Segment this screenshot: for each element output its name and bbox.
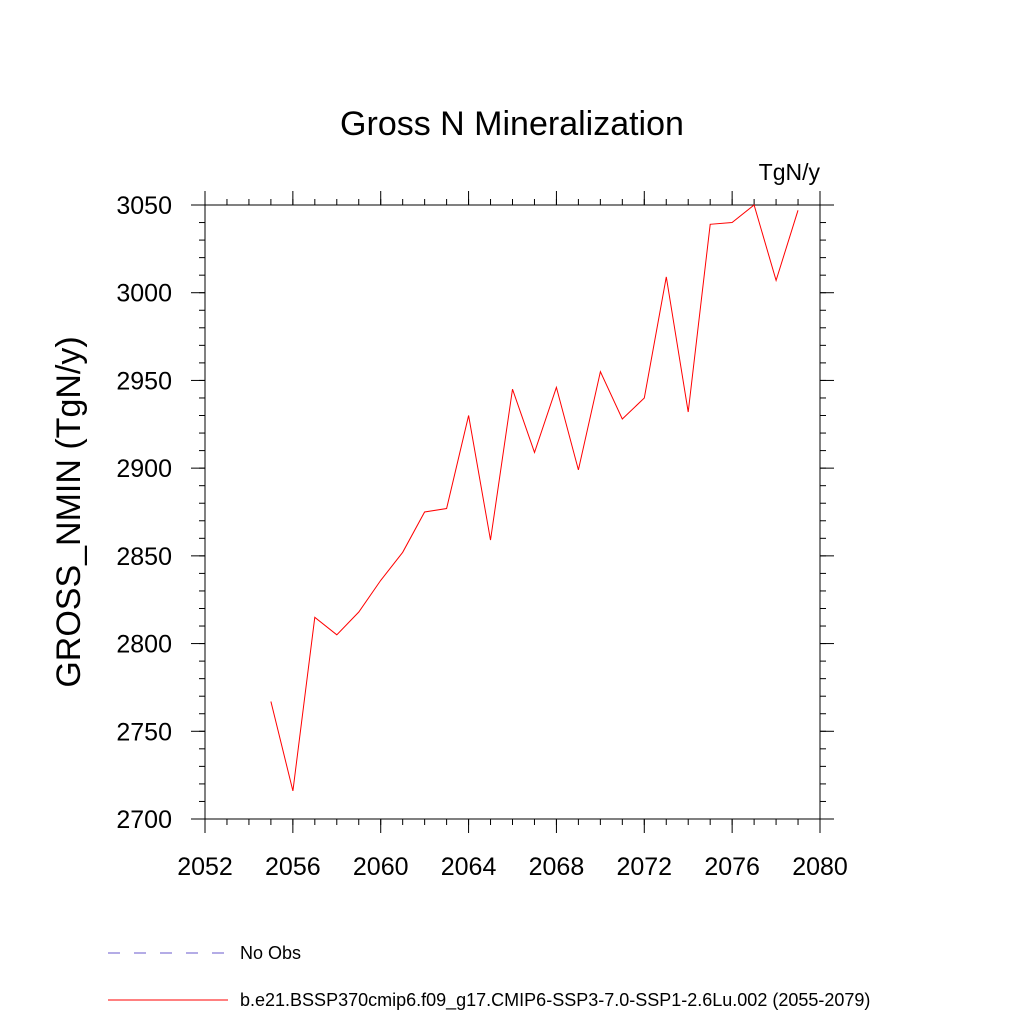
x-tick-label: 2052: [177, 853, 233, 881]
x-tick-label: 2072: [616, 853, 672, 881]
y-axis-label: GROSS_NMIN (TgN/y): [50, 336, 88, 687]
x-tick-label: 2064: [441, 853, 497, 881]
x-tick-label: 2056: [265, 853, 321, 881]
y-tick-label: 2700: [116, 806, 172, 834]
x-tick-label: 2076: [704, 853, 760, 881]
y-tick-label: 2950: [116, 367, 172, 395]
chart-title: Gross N Mineralization: [340, 105, 684, 143]
x-tick-label: 2060: [353, 853, 409, 881]
series-line: [270, 204, 799, 792]
x-tick-labels: 2052 2056 2060 2064 2068 2072 2076 2080: [177, 853, 848, 881]
y-tick-label: 3000: [116, 280, 172, 308]
x-tick-label: 2080: [792, 853, 848, 881]
legend: No Obs b.e21.BSSP370cmip6.f09_g17.CMIP6-…: [108, 943, 870, 1011]
y-tick-label: 2750: [116, 718, 172, 746]
x-tick-label: 2068: [529, 853, 585, 881]
series-layer: [270, 204, 799, 792]
y-tick-label: 3050: [116, 192, 172, 220]
y-tick-label: 2800: [116, 631, 172, 659]
units-label: TgN/y: [759, 159, 821, 185]
legend-label-model: b.e21.BSSP370cmip6.f09_g17.CMIP6-SSP3-7.…: [240, 990, 870, 1011]
y-tick-label: 2900: [116, 455, 172, 483]
y-tick-label: 2850: [116, 543, 172, 571]
major-ticks: [191, 191, 834, 833]
y-tick-labels: 2700 2750 2800 2850 2900 2950 3000 3050: [116, 192, 172, 834]
minor-ticks: [199, 199, 826, 825]
plot-frame: [204, 204, 821, 820]
legend-label-no-obs: No Obs: [240, 943, 301, 963]
